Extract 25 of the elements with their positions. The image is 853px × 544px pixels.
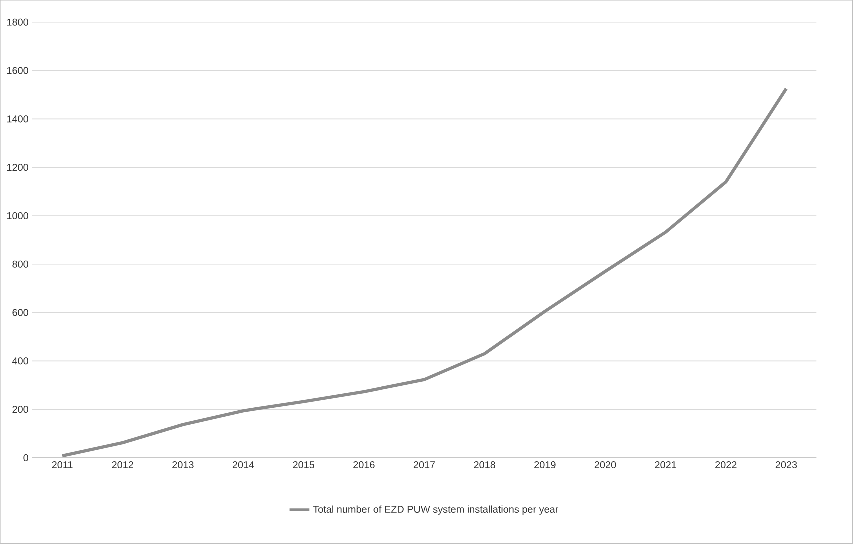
- x-tick-label: 2015: [293, 461, 314, 468]
- y-tick-label: 600: [12, 309, 28, 316]
- x-tick-label: 2018: [474, 461, 496, 468]
- y-tick-label: 0: [24, 454, 28, 462]
- y-tick-label: 800: [12, 260, 28, 268]
- x-tick-label: 2023: [776, 461, 798, 468]
- x-tick-label: 2012: [112, 461, 134, 468]
- y-tick-label: 1200: [7, 164, 28, 171]
- y-tick-label: 1000: [7, 212, 28, 220]
- x-tick-label: 2011: [52, 461, 73, 468]
- x-tick-label: 2014: [232, 461, 254, 468]
- x-tick-label: 2017: [414, 461, 436, 468]
- x-tick-label: 2016: [354, 461, 375, 468]
- legend-label: Total number of EZD PUW system installations per year: [313, 506, 559, 515]
- x-tick-label: 2022: [716, 461, 737, 468]
- y-tick-label: 1600: [7, 67, 28, 74]
- x-tick-label: 2019: [534, 461, 556, 468]
- y-tick-label: 1800: [7, 18, 28, 26]
- x-tick-label: 2020: [594, 461, 616, 468]
- x-tick-label: 2021: [655, 461, 676, 468]
- line-series: [60, 87, 788, 458]
- y-tick-label: 400: [12, 358, 28, 365]
- y-tick-label: 200: [12, 406, 28, 413]
- y-tick-label: 1400: [7, 116, 28, 123]
- x-tick-label: 2013: [172, 461, 194, 468]
